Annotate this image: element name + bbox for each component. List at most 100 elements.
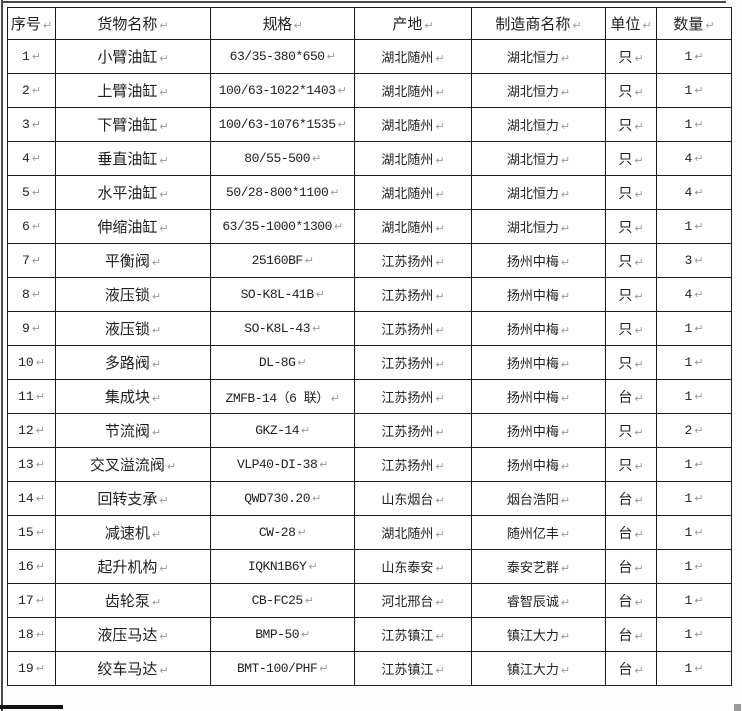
cell-mfr[interactable]: 湖北恒力 ↵ bbox=[471, 141, 606, 176]
cell-unit[interactable]: 只 ↵ bbox=[605, 311, 657, 346]
cell-name[interactable]: 起升机构 ↵ bbox=[55, 549, 211, 584]
cell-mfr[interactable]: 睿智辰诚 ↵ bbox=[471, 583, 606, 618]
cell-orig[interactable]: 江苏扬州 ↵ bbox=[354, 311, 472, 346]
cell-no[interactable]: 6 ↵ bbox=[7, 209, 56, 244]
cell-mfr[interactable]: 烟台浩阳 ↵ bbox=[471, 481, 606, 516]
cell-name[interactable]: 多路阀 ↵ bbox=[55, 345, 211, 380]
cell-qty[interactable]: 1 ↵ bbox=[656, 617, 732, 652]
cell-mfr[interactable]: 随州亿丰 ↵ bbox=[471, 515, 606, 550]
cell-mfr[interactable]: 扬州中梅 ↵ bbox=[471, 311, 606, 346]
column-header-mfr[interactable]: 制造商名称 ↵ bbox=[471, 7, 606, 40]
cell-qty[interactable]: 1 ↵ bbox=[656, 447, 732, 482]
cell-name[interactable]: 液压马达 ↵ bbox=[55, 617, 211, 652]
cell-unit[interactable]: 只 ↵ bbox=[605, 39, 657, 74]
cell-unit[interactable]: 只 ↵ bbox=[605, 209, 657, 244]
cell-qty[interactable]: 1 ↵ bbox=[656, 345, 732, 380]
cell-mfr[interactable]: 湖北恒力 ↵ bbox=[471, 39, 606, 74]
cell-no[interactable]: 1 ↵ bbox=[7, 39, 56, 74]
cell-mfr[interactable]: 镇江大力 ↵ bbox=[471, 617, 606, 652]
cell-unit[interactable]: 台 ↵ bbox=[605, 583, 657, 618]
cell-spec[interactable]: 100/63-1076*1535 ↵ bbox=[210, 107, 355, 142]
cell-unit[interactable]: 台 ↵ bbox=[605, 515, 657, 550]
cell-unit[interactable]: 只 ↵ bbox=[605, 141, 657, 176]
column-header-unit[interactable]: 单位 ↵ bbox=[605, 7, 657, 40]
cell-mfr[interactable]: 泰安艺群 ↵ bbox=[471, 549, 606, 584]
cell-mfr[interactable]: 湖北恒力 ↵ bbox=[471, 175, 606, 210]
cell-orig[interactable]: 湖北随州 ↵ bbox=[354, 39, 472, 74]
cell-unit[interactable]: 只 ↵ bbox=[605, 107, 657, 142]
cell-qty[interactable]: 2 ↵ bbox=[656, 413, 732, 448]
cell-unit[interactable]: 台 ↵ bbox=[605, 379, 657, 414]
cell-qty[interactable]: 4 ↵ bbox=[656, 277, 732, 312]
cell-unit[interactable]: 台 ↵ bbox=[605, 481, 657, 516]
cell-spec[interactable]: 100/63-1022*1403 ↵ bbox=[210, 73, 355, 108]
cell-spec[interactable]: CW-28 ↵ bbox=[210, 515, 355, 550]
cell-name[interactable]: 节流阀 ↵ bbox=[55, 413, 211, 448]
cell-name[interactable]: 齿轮泵 ↵ bbox=[55, 583, 211, 618]
cell-no[interactable]: 12 ↵ bbox=[7, 413, 56, 448]
cell-no[interactable]: 4 ↵ bbox=[7, 141, 56, 176]
cell-orig[interactable]: 湖北随州 ↵ bbox=[354, 141, 472, 176]
cell-qty[interactable]: 1 ↵ bbox=[656, 311, 732, 346]
cell-orig[interactable]: 山东烟台 ↵ bbox=[354, 481, 472, 516]
cell-mfr[interactable]: 扬州中梅 ↵ bbox=[471, 413, 606, 448]
cell-spec[interactable]: VLP40-DI-38 ↵ bbox=[210, 447, 355, 482]
cell-orig[interactable]: 湖北随州 ↵ bbox=[354, 107, 472, 142]
cell-qty[interactable]: 1 ↵ bbox=[656, 107, 732, 142]
cell-spec[interactable]: ZMFB-14（6 联） ↵ bbox=[210, 379, 355, 414]
cell-mfr[interactable]: 扬州中梅 ↵ bbox=[471, 447, 606, 482]
cell-no[interactable]: 16 ↵ bbox=[7, 549, 56, 584]
cell-orig[interactable]: 江苏扬州 ↵ bbox=[354, 447, 472, 482]
cell-no[interactable]: 17 ↵ bbox=[7, 583, 56, 618]
cell-spec[interactable]: 50/28-800*1100 ↵ bbox=[210, 175, 355, 210]
cell-name[interactable]: 小臂油缸 ↵ bbox=[55, 39, 211, 74]
cell-no[interactable]: 5 ↵ bbox=[7, 175, 56, 210]
cell-orig[interactable]: 山东泰安 ↵ bbox=[354, 549, 472, 584]
cell-no[interactable]: 14 ↵ bbox=[7, 481, 56, 516]
cell-name[interactable]: 水平油缸 ↵ bbox=[55, 175, 211, 210]
cell-no[interactable]: 13 ↵ bbox=[7, 447, 56, 482]
cell-spec[interactable]: IQKN1B6Y ↵ bbox=[210, 549, 355, 584]
cell-qty[interactable]: 4 ↵ bbox=[656, 175, 732, 210]
cell-spec[interactable]: BMP-50 ↵ bbox=[210, 617, 355, 652]
cell-name[interactable]: 下臂油缸 ↵ bbox=[55, 107, 211, 142]
cell-no[interactable]: 10 ↵ bbox=[7, 345, 56, 380]
cell-qty[interactable]: 1 ↵ bbox=[656, 651, 732, 686]
cell-no[interactable]: 2 ↵ bbox=[7, 73, 56, 108]
cell-no[interactable]: 9 ↵ bbox=[7, 311, 56, 346]
cell-orig[interactable]: 江苏扬州 ↵ bbox=[354, 243, 472, 278]
cell-no[interactable]: 11 ↵ bbox=[7, 379, 56, 414]
cell-qty[interactable]: 4 ↵ bbox=[656, 141, 732, 176]
cell-mfr[interactable]: 镇江大力 ↵ bbox=[471, 651, 606, 686]
cell-orig[interactable]: 湖北随州 ↵ bbox=[354, 73, 472, 108]
cell-qty[interactable]: 3 ↵ bbox=[656, 243, 732, 278]
cell-spec[interactable]: BMT-100/PHF ↵ bbox=[210, 651, 355, 686]
cell-qty[interactable]: 1 ↵ bbox=[656, 39, 732, 74]
cell-no[interactable]: 15 ↵ bbox=[7, 515, 56, 550]
cell-qty[interactable]: 1 ↵ bbox=[656, 481, 732, 516]
cell-unit[interactable]: 台 ↵ bbox=[605, 549, 657, 584]
cell-unit[interactable]: 只 ↵ bbox=[605, 413, 657, 448]
cell-orig[interactable]: 河北邢台 ↵ bbox=[354, 583, 472, 618]
column-header-name[interactable]: 货物名称 ↵ bbox=[55, 7, 211, 40]
cell-unit[interactable]: 只 ↵ bbox=[605, 243, 657, 278]
cell-no[interactable]: 19 ↵ bbox=[7, 651, 56, 686]
column-header-no[interactable]: 序号 ↵ bbox=[7, 7, 56, 40]
cell-mfr[interactable]: 扬州中梅 ↵ bbox=[471, 243, 606, 278]
cell-spec[interactable]: SO-K8L-43 ↵ bbox=[210, 311, 355, 346]
cell-unit[interactable]: 只 ↵ bbox=[605, 447, 657, 482]
cell-spec[interactable]: CB-FC25 ↵ bbox=[210, 583, 355, 618]
cell-orig[interactable]: 江苏扬州 ↵ bbox=[354, 413, 472, 448]
cell-mfr[interactable]: 湖北恒力 ↵ bbox=[471, 107, 606, 142]
cell-qty[interactable]: 1 ↵ bbox=[656, 583, 732, 618]
cell-orig[interactable]: 江苏扬州 ↵ bbox=[354, 345, 472, 380]
cell-orig[interactable]: 湖北随州 ↵ bbox=[354, 515, 472, 550]
cell-no[interactable]: 18 ↵ bbox=[7, 617, 56, 652]
cell-orig[interactable]: 湖北随州 ↵ bbox=[354, 175, 472, 210]
cell-mfr[interactable]: 扬州中梅 ↵ bbox=[471, 379, 606, 414]
cell-unit[interactable]: 台 ↵ bbox=[605, 617, 657, 652]
cell-name[interactable]: 液压锁 ↵ bbox=[55, 277, 211, 312]
cell-qty[interactable]: 1 ↵ bbox=[656, 379, 732, 414]
cell-spec[interactable]: 80/55-500 ↵ bbox=[210, 141, 355, 176]
cell-name[interactable]: 绞车马达 ↵ bbox=[55, 651, 211, 686]
